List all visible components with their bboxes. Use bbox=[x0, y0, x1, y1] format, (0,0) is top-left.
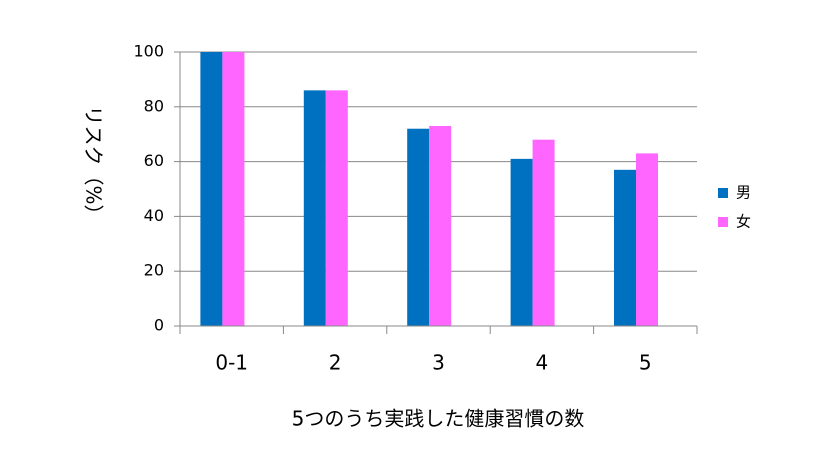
bar bbox=[429, 125, 452, 326]
legend-swatch bbox=[718, 217, 728, 227]
y-tick-label: 80 bbox=[144, 96, 164, 115]
x-axis-label: 5つのうち実践した健康習慣の数 bbox=[292, 407, 585, 431]
bar bbox=[510, 158, 533, 326]
y-tick-label: 60 bbox=[144, 151, 164, 170]
bar bbox=[613, 169, 636, 326]
x-tick-label: 2 bbox=[329, 351, 342, 375]
legend-label: 女 bbox=[736, 213, 751, 231]
x-tick-label: 4 bbox=[536, 351, 549, 375]
bar bbox=[325, 90, 348, 326]
y-tick-label: 0 bbox=[154, 316, 164, 335]
legend-swatch bbox=[718, 188, 728, 198]
bar bbox=[635, 153, 658, 326]
bar bbox=[407, 128, 430, 326]
y-tick-label: 20 bbox=[144, 261, 164, 280]
x-tick-label: 5 bbox=[639, 351, 652, 375]
bar bbox=[303, 90, 326, 326]
bar bbox=[200, 52, 223, 326]
x-tick-label: 0-1 bbox=[215, 351, 248, 375]
legend-label: 男 bbox=[736, 184, 751, 202]
bar bbox=[222, 52, 245, 326]
bar bbox=[532, 139, 555, 326]
y-tick-label: 100 bbox=[133, 42, 164, 61]
y-tick-label: 40 bbox=[144, 206, 164, 225]
y-axis-label: リスク（%） bbox=[82, 105, 106, 224]
x-tick-label: 3 bbox=[432, 351, 445, 375]
